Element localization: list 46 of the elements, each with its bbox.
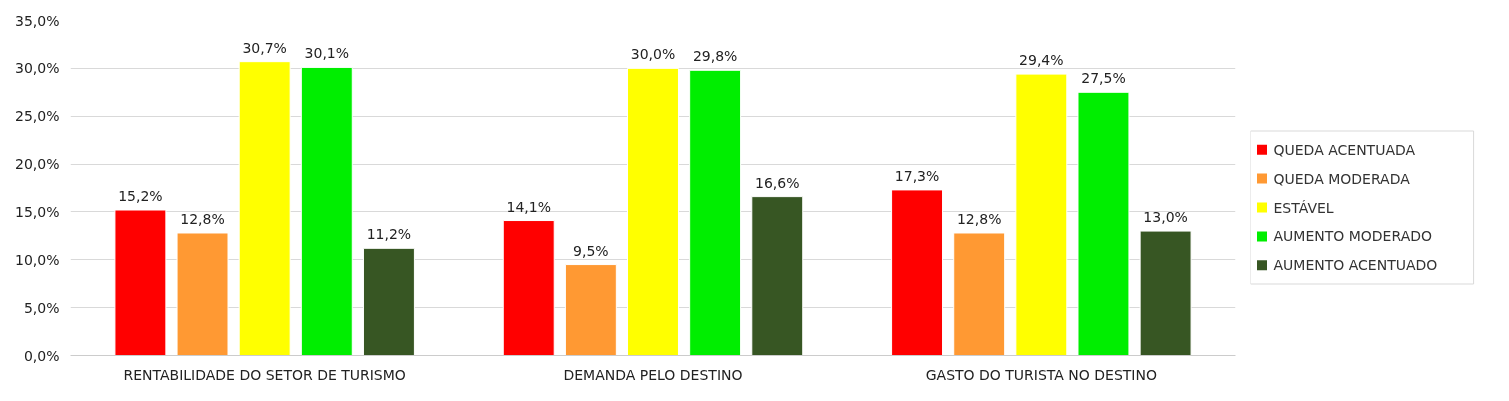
data-label: 30,1% bbox=[304, 45, 350, 62]
bar bbox=[176, 232, 229, 356]
data-label: 30,0% bbox=[630, 46, 676, 63]
bar bbox=[689, 69, 742, 356]
data-label: 16,6% bbox=[755, 174, 800, 191]
x-tick-label: RENTABILIDADE DO SETOR DE TURISMO bbox=[123, 366, 406, 383]
bar bbox=[953, 232, 1006, 356]
bar bbox=[891, 189, 944, 356]
data-label: 13,0% bbox=[1143, 209, 1188, 226]
data-label: 9,5% bbox=[573, 242, 609, 259]
data-label: 15,2% bbox=[118, 188, 163, 205]
data-label: 11,2% bbox=[366, 226, 412, 243]
bar bbox=[1077, 91, 1130, 356]
bar bbox=[564, 264, 617, 356]
bar bbox=[114, 209, 167, 356]
bar bbox=[238, 61, 291, 356]
y-tick-label: 35,0% bbox=[15, 12, 60, 29]
legend-label: QUEDA MODERADA bbox=[1273, 170, 1411, 187]
y-tick-label: 20,0% bbox=[15, 156, 60, 173]
y-tick-label: 15,0% bbox=[15, 203, 60, 220]
y-tick-label: 5,0% bbox=[23, 299, 60, 316]
data-label: 29,8% bbox=[692, 48, 738, 65]
legend-label: QUEDA ACENTUADA bbox=[1273, 141, 1416, 158]
legend-label: ESTÁVEL bbox=[1273, 199, 1334, 216]
legend-label: AUMENTO ACENTUADO bbox=[1273, 257, 1438, 274]
data-label: 27,5% bbox=[1081, 70, 1126, 87]
data-label: 30,7% bbox=[242, 39, 287, 56]
y-tick-label: 0,0% bbox=[23, 347, 60, 364]
bar bbox=[751, 196, 804, 356]
y-tick-label: 25,0% bbox=[15, 108, 60, 125]
data-label: 12,8% bbox=[956, 210, 1002, 227]
bar bbox=[300, 66, 353, 356]
data-label: 14,1% bbox=[506, 198, 551, 215]
bar bbox=[627, 67, 679, 356]
x-tick-label: DEMANDA PELO DESTINO bbox=[563, 366, 743, 383]
bar bbox=[1139, 230, 1192, 356]
y-tick-label: 10,0% bbox=[15, 251, 60, 268]
bar bbox=[1015, 73, 1068, 356]
data-label: 17,3% bbox=[894, 167, 940, 184]
legend-label: AUMENTO MODERADO bbox=[1273, 228, 1433, 245]
data-label: 12,8% bbox=[180, 210, 225, 227]
data-label: 29,4% bbox=[1019, 52, 1064, 69]
bar bbox=[502, 220, 555, 356]
y-tick-label: 30,0% bbox=[15, 60, 60, 77]
x-tick-label: GASTO DO TURISTA NO DESTINO bbox=[925, 366, 1157, 383]
bar bbox=[362, 247, 415, 356]
